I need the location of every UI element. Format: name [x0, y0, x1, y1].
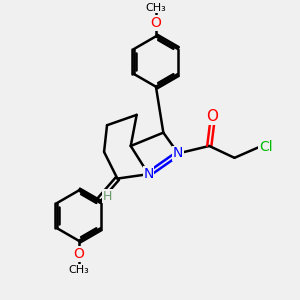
- Text: Cl: Cl: [259, 140, 272, 154]
- Text: N: N: [173, 146, 183, 161]
- Text: H: H: [103, 190, 112, 203]
- Text: O: O: [151, 16, 161, 30]
- Text: N: N: [143, 167, 154, 181]
- Text: CH₃: CH₃: [146, 3, 166, 13]
- Text: O: O: [206, 110, 218, 124]
- Text: CH₃: CH₃: [68, 265, 89, 275]
- Text: O: O: [74, 247, 84, 261]
